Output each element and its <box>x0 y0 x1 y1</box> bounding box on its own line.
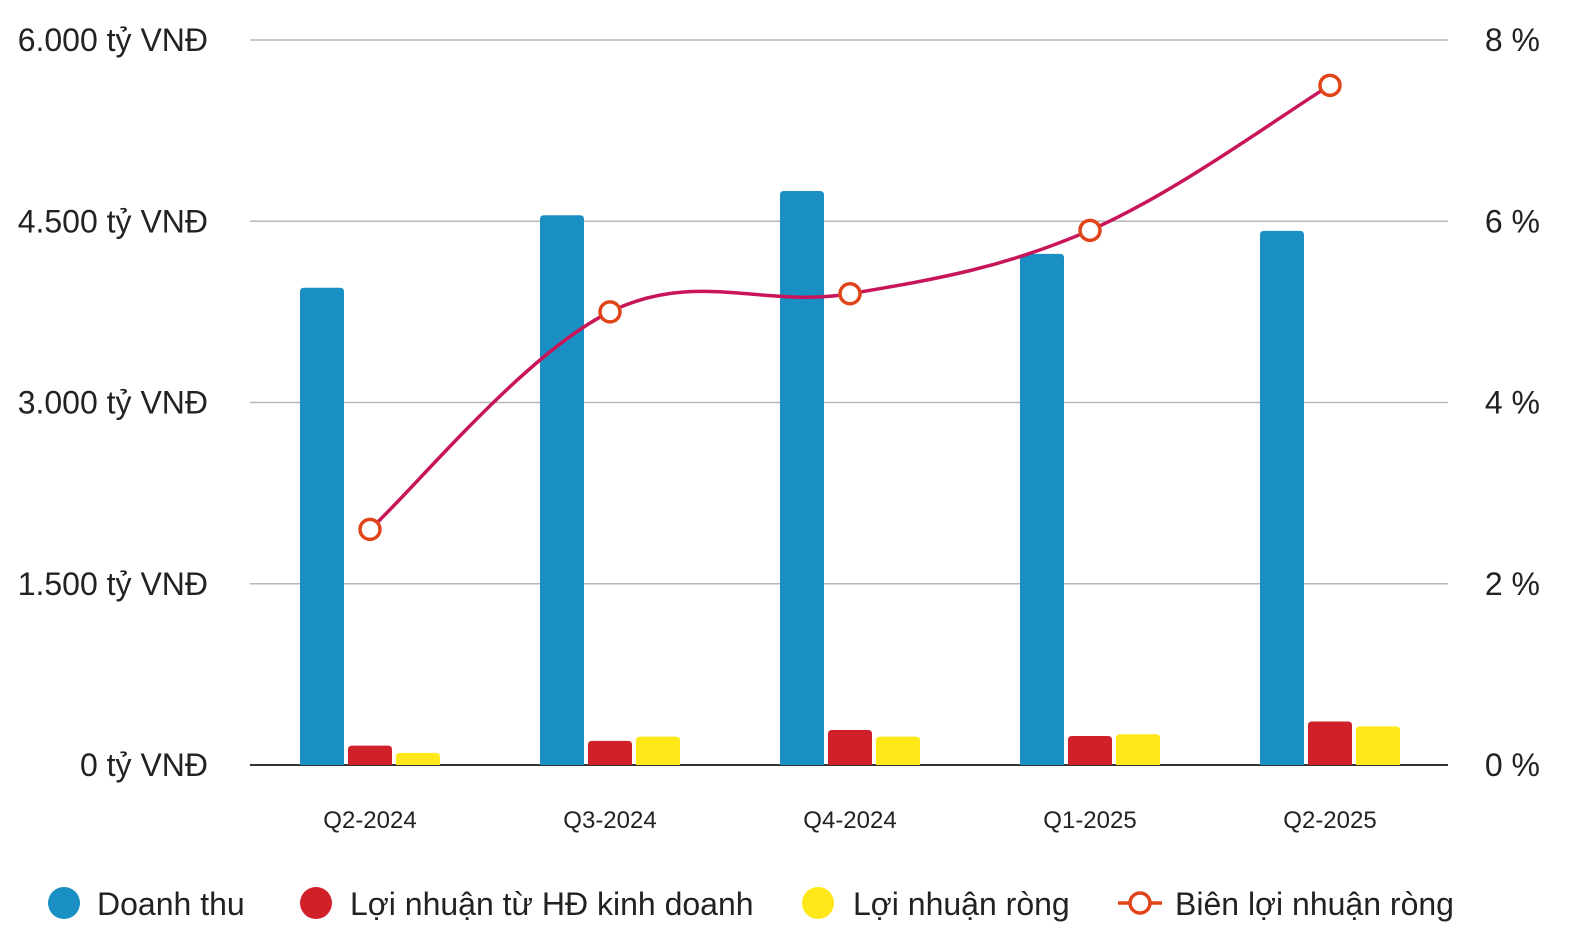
bar <box>588 740 632 765</box>
bar <box>396 752 440 765</box>
bars <box>300 191 1400 766</box>
bar <box>828 729 872 765</box>
x-tick-label: Q4-2024 <box>803 807 896 834</box>
bar-group <box>1260 230 1400 765</box>
bar <box>780 191 824 765</box>
bar <box>1020 253 1064 765</box>
left-y-axis: 0 tỷ VNĐ 1.500 tỷ VNĐ 3.000 tỷ VNĐ 4.500 tỷ… <box>18 22 208 783</box>
bar-group <box>300 287 440 765</box>
bar-group <box>780 191 920 765</box>
bar <box>1308 721 1352 765</box>
x-tick-label: Q2-2025 <box>1283 807 1376 834</box>
line-point <box>838 282 862 306</box>
bar <box>1356 726 1400 765</box>
legend-swatch <box>300 887 332 919</box>
left-y-tick-label: 1.500 tỷ VNĐ <box>18 566 208 602</box>
line-point <box>598 300 622 324</box>
left-y-tick-label: 3.000 tỷ VNĐ <box>18 385 208 421</box>
legend-item: Lợi nhuận ròng <box>802 886 1070 922</box>
right-y-tick-label: 4 % <box>1485 385 1540 421</box>
legend-item: Doanh thu <box>48 886 245 922</box>
bar <box>540 215 584 766</box>
line-point <box>1318 73 1342 98</box>
bar <box>876 736 920 765</box>
legend-item: Biên lợi nhuận ròng <box>1118 886 1454 922</box>
bar <box>348 745 392 765</box>
legend-label: Doanh thu <box>97 886 245 922</box>
left-y-tick-label: 0 tỷ VNĐ <box>80 747 208 783</box>
margin-line <box>358 73 1342 542</box>
left-y-tick-label: 6.000 tỷ VNĐ <box>18 22 208 58</box>
bar <box>1116 734 1160 765</box>
right-y-axis: 0 % 2 % 4 % 6 % 8 % <box>1485 22 1540 783</box>
x-tick-label: Q2-2024 <box>323 807 416 834</box>
right-y-tick-label: 8 % <box>1485 22 1540 58</box>
bar <box>1260 230 1304 765</box>
bar <box>636 736 680 765</box>
left-y-tick-label: 4.500 tỷ VNĐ <box>18 203 208 239</box>
bar-group <box>1020 253 1160 765</box>
line-point <box>1078 218 1102 243</box>
bar <box>300 287 344 765</box>
legend-label: Lợi nhuận từ HĐ kinh doanh <box>350 886 754 922</box>
legend-item: Lợi nhuận từ HĐ kinh doanh <box>300 886 754 922</box>
legend-swatch <box>802 887 834 919</box>
legend-swatch <box>48 887 80 919</box>
bar <box>1068 736 1112 765</box>
x-tick-label: Q1-2025 <box>1043 807 1136 834</box>
legend: Doanh thu Lợi nhuận từ HĐ kinh doanh Lợi n… <box>48 886 1454 922</box>
right-y-tick-label: 2 % <box>1485 566 1540 602</box>
line-point <box>358 517 382 542</box>
x-axis: Q2-2024 Q3-2024 Q4-2024 Q1-2025 Q2-2025 <box>323 807 1376 834</box>
x-tick-label: Q3-2024 <box>563 807 656 834</box>
legend-label: Lợi nhuận ròng <box>853 886 1070 922</box>
legend-label: Biên lợi nhuận ròng <box>1175 886 1454 922</box>
legend-marker <box>1128 891 1152 915</box>
bar-group <box>540 215 680 766</box>
margin-line-path <box>368 83 1332 532</box>
right-y-tick-label: 0 % <box>1485 747 1540 783</box>
right-y-tick-label: 6 % <box>1485 203 1540 239</box>
